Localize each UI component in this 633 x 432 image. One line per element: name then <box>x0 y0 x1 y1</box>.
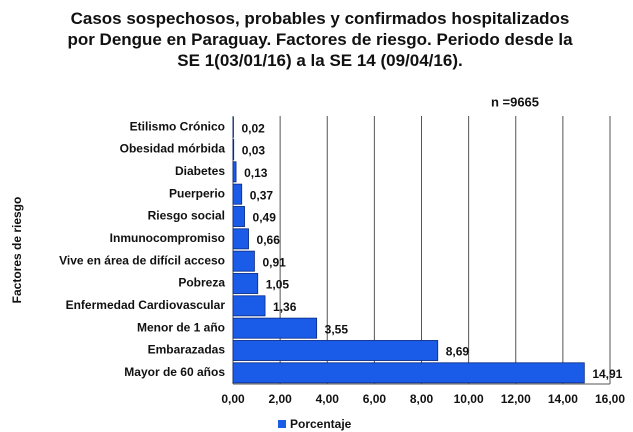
y-tick-label: Inmunocompromiso <box>110 231 225 245</box>
bar <box>232 139 235 160</box>
y-tick-label: Riesgo social <box>148 209 225 223</box>
y-tick-label: Vive en área de difícil acceso <box>59 253 225 267</box>
x-tick-label: 12,00 <box>501 392 531 406</box>
bar <box>232 161 237 183</box>
data-label: 1,36 <box>273 300 297 314</box>
data-label: 8,69 <box>446 345 470 359</box>
y-tick-label: Embarazadas <box>148 343 226 357</box>
y-axis-label: Factores de riesgo <box>10 197 24 304</box>
bar <box>232 362 585 384</box>
x-tick-label: 0,00 <box>221 392 245 406</box>
data-label: 0,37 <box>250 188 274 202</box>
x-tick-label: 8,00 <box>410 392 434 406</box>
x-tick-label: 10,00 <box>454 392 484 406</box>
data-label: 0,03 <box>242 144 266 158</box>
y-tick-label: Enfermedad Cardiovascular <box>66 298 226 312</box>
bar <box>232 183 243 205</box>
x-tick-label: 4,00 <box>316 392 340 406</box>
y-tick-label: Pobreza <box>178 276 225 290</box>
y-tick-label: Puerperio <box>169 186 225 200</box>
bar <box>232 250 255 272</box>
data-label: 1,05 <box>266 278 290 292</box>
x-tick-label: 6,00 <box>363 392 387 406</box>
bar <box>232 317 318 339</box>
legend-label: Porcentaje <box>290 417 352 431</box>
bar <box>232 340 439 361</box>
bar <box>232 206 245 227</box>
y-tick-label: Menor de 1 año <box>137 320 225 334</box>
data-label: 0,91 <box>262 255 286 269</box>
y-tick-label: Obesidad mórbida <box>120 142 226 156</box>
data-label: 0,02 <box>241 121 265 135</box>
bar <box>232 228 249 250</box>
data-label: 14,91 <box>592 367 622 381</box>
x-tick-label: 2,00 <box>268 392 292 406</box>
x-tick-label: 14,00 <box>548 392 578 406</box>
data-label: 0,49 <box>253 211 277 225</box>
data-label: 0,66 <box>257 233 281 247</box>
legend-swatch <box>278 420 286 428</box>
x-tick-label: 16,00 <box>595 392 625 406</box>
data-label: 0,13 <box>244 166 268 180</box>
y-tick-label: Etilismo Crónico <box>130 119 225 133</box>
data-label: 3,55 <box>325 322 349 336</box>
bar <box>232 295 266 317</box>
y-tick-label: Diabetes <box>175 164 225 178</box>
y-tick-label: Mayor de 60 años <box>124 365 225 379</box>
chart-title: Casos sospechosos, probables y confirmad… <box>67 9 573 70</box>
annotation: n =9665 <box>491 94 539 109</box>
bar <box>232 273 259 294</box>
